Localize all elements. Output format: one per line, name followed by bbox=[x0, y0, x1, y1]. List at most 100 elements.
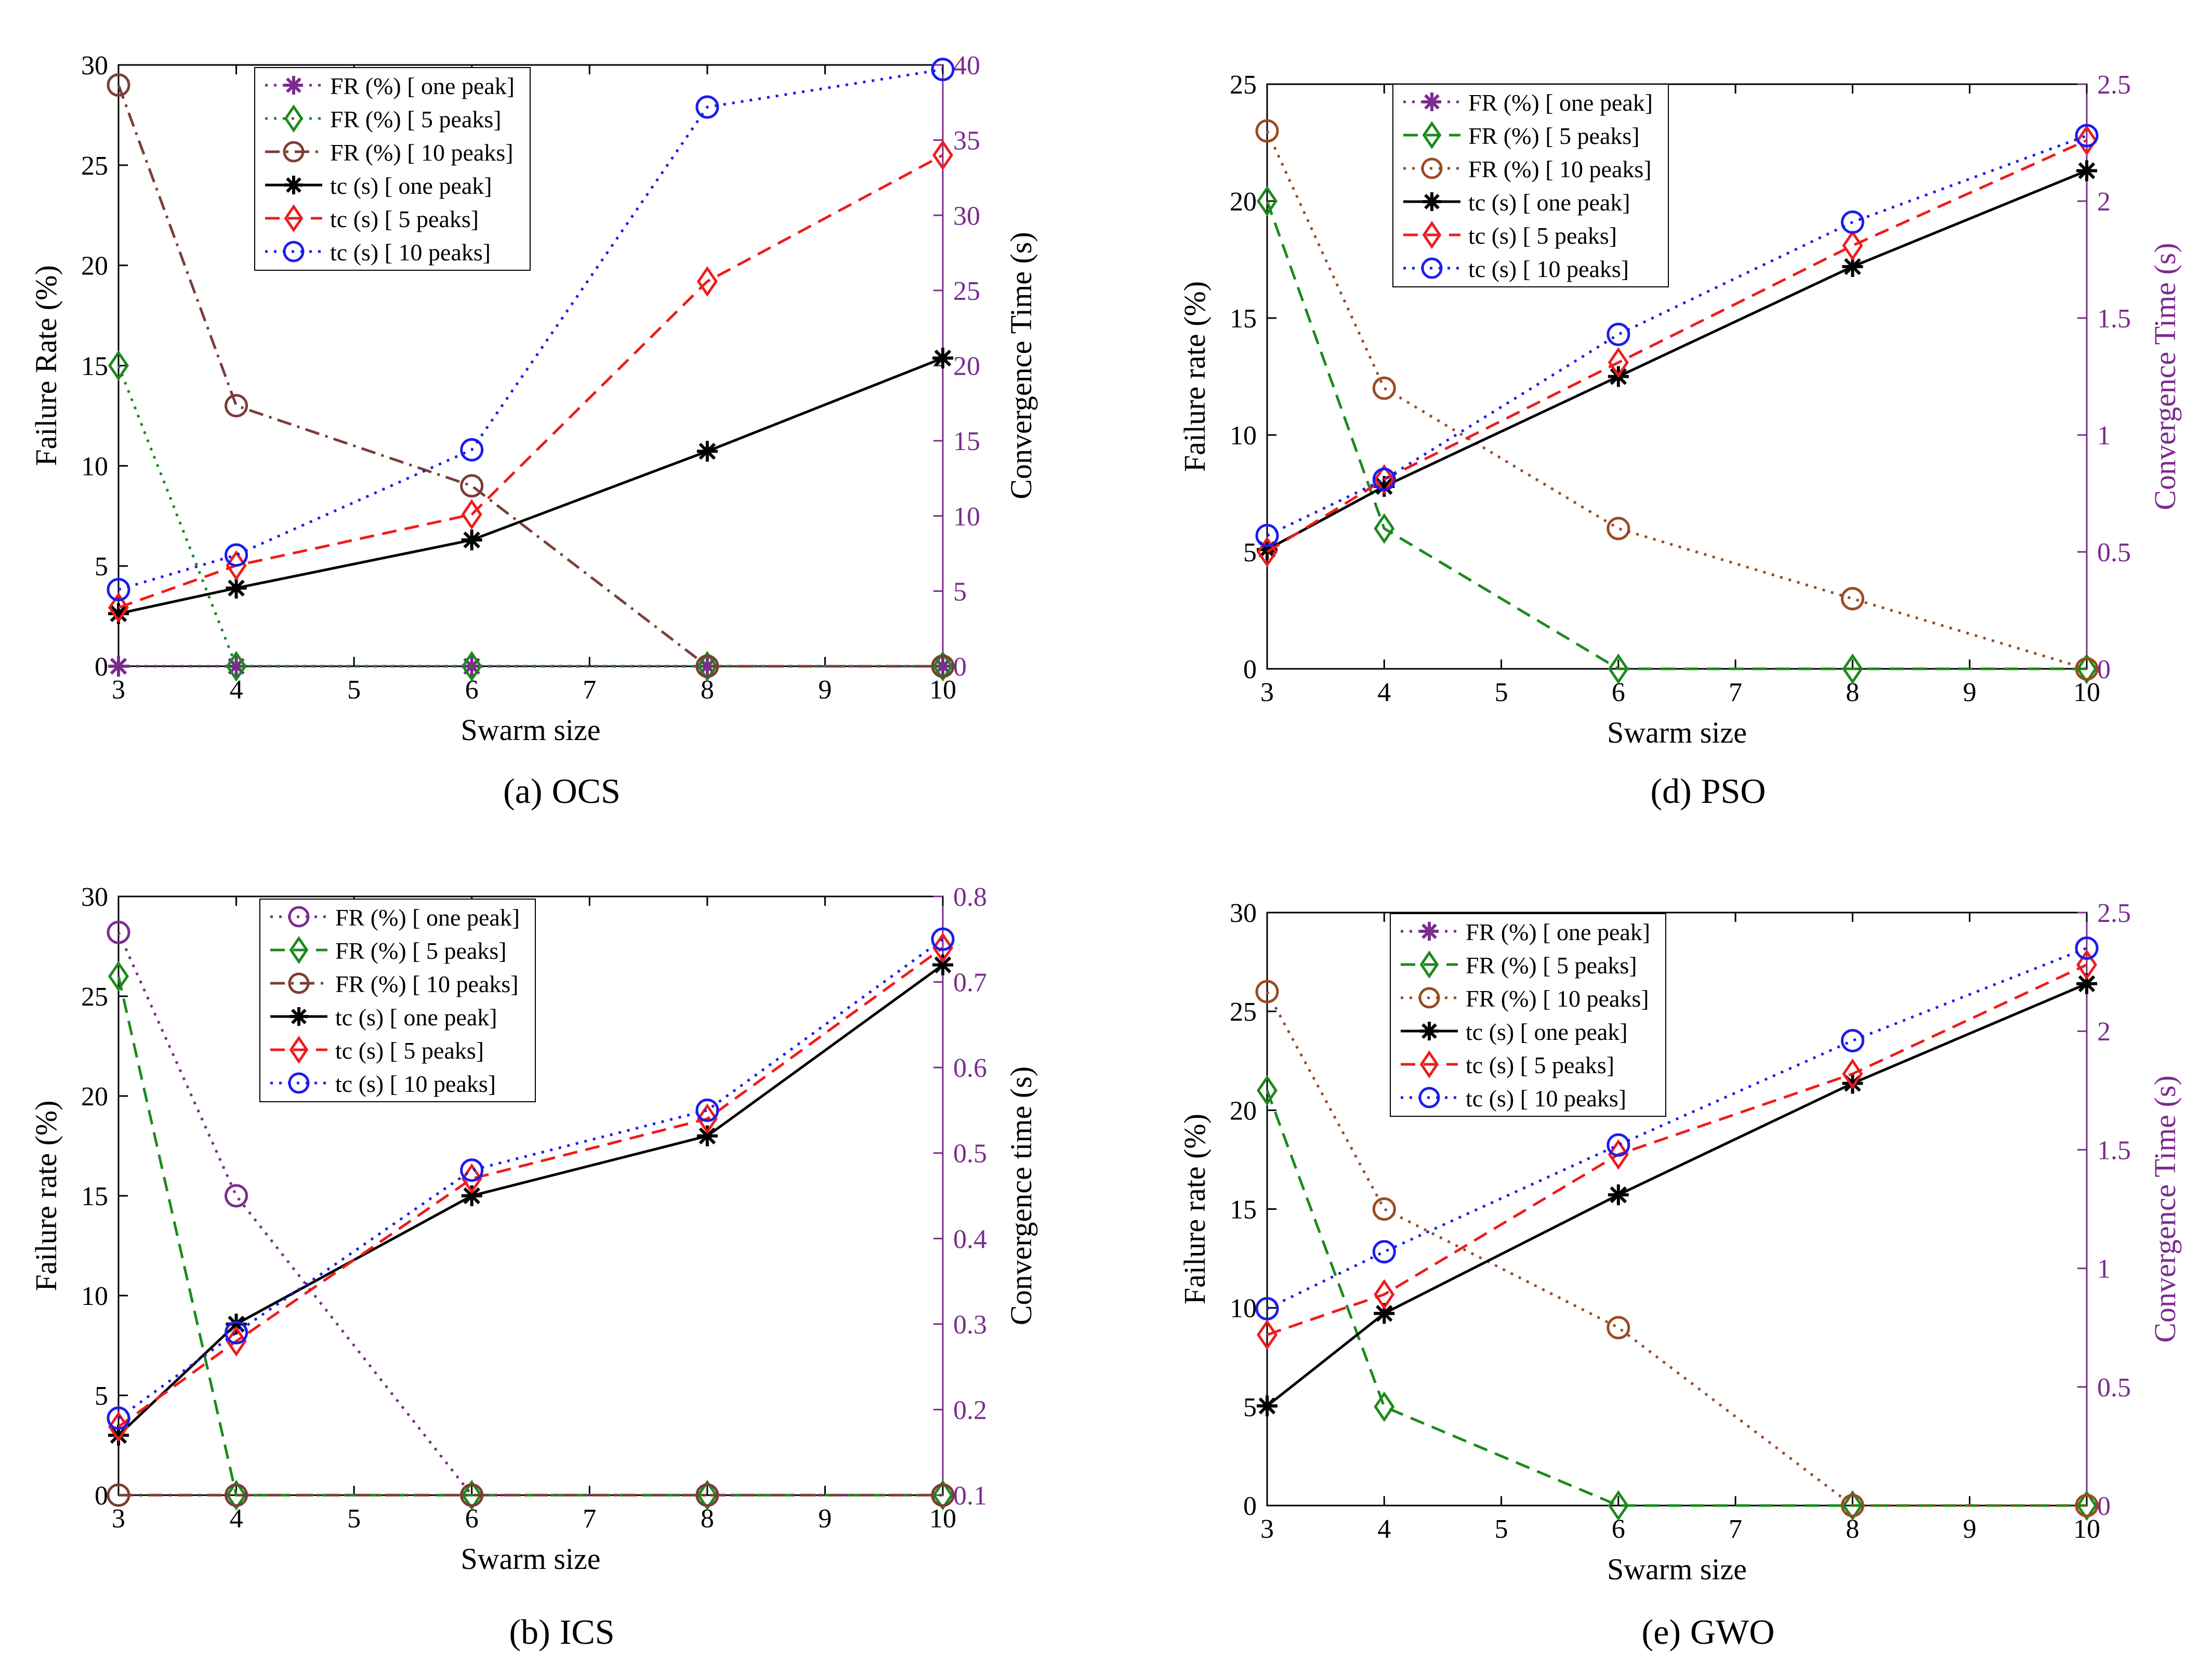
y2-tick-label: 20 bbox=[953, 352, 980, 381]
data-point bbox=[1608, 347, 1629, 378]
series-line-1 bbox=[117, 976, 943, 1497]
x-tick-label: 7 bbox=[583, 675, 596, 705]
legend-label: tc (s) [ one peak] bbox=[330, 173, 492, 199]
data-point bbox=[460, 474, 484, 498]
caption: (a) OCS bbox=[503, 771, 621, 811]
data-point bbox=[108, 1411, 129, 1442]
x-tick-label: 7 bbox=[1729, 1514, 1742, 1544]
data-point bbox=[1374, 476, 1395, 497]
data-point bbox=[225, 543, 248, 567]
y-tick-label: 0 bbox=[95, 1481, 108, 1511]
y-tick-label: 15 bbox=[1230, 304, 1257, 334]
data-point bbox=[1374, 1303, 1395, 1324]
data-point bbox=[225, 1184, 248, 1208]
data-point bbox=[1607, 323, 1630, 346]
y-tick-label: 5 bbox=[1243, 1393, 1257, 1422]
data-point bbox=[931, 58, 955, 82]
legend: FR (%) [ one peak] FR (%) [ 5 peaks] FR (%… bbox=[1390, 913, 1666, 1117]
data-point bbox=[2076, 1490, 2098, 1521]
data-point bbox=[1374, 513, 1395, 544]
data-point bbox=[460, 438, 484, 461]
data-point bbox=[1255, 980, 1279, 1004]
y2-tick-label: 2.5 bbox=[2097, 70, 2131, 100]
y-tick-label: 30 bbox=[1230, 899, 1257, 928]
legend-label: tc (s) [ one peak] bbox=[1466, 1019, 1628, 1045]
x-axis-label: Swarm size bbox=[461, 713, 601, 747]
x-tick-label: 7 bbox=[1729, 678, 1742, 707]
data-point bbox=[226, 577, 247, 599]
data-point bbox=[107, 1406, 130, 1430]
y-tick-label: 5 bbox=[95, 1381, 108, 1411]
y2-tick-label: 0.7 bbox=[953, 968, 987, 998]
x-tick-label: 5 bbox=[1495, 678, 1508, 707]
x-tick-label: 4 bbox=[1377, 1514, 1391, 1544]
legend-label: FR (%) [ one peak] bbox=[1466, 919, 1650, 945]
data-point bbox=[2075, 657, 2099, 681]
data-point bbox=[931, 1483, 955, 1507]
y2-tick-label: 0.4 bbox=[953, 1224, 987, 1254]
y2-tick-label: 1 bbox=[2097, 1255, 2111, 1284]
data-point bbox=[1257, 1395, 1278, 1417]
legend-marker bbox=[284, 204, 304, 232]
data-point bbox=[225, 394, 248, 418]
data-point bbox=[931, 654, 955, 678]
data-point bbox=[225, 1483, 248, 1507]
series-line-4 bbox=[117, 946, 944, 1428]
legend-marker bbox=[1421, 157, 1443, 179]
x-tick-label: 4 bbox=[1377, 678, 1391, 707]
data-point bbox=[932, 954, 953, 975]
legend-marker bbox=[289, 936, 309, 964]
data-point bbox=[461, 499, 482, 530]
legend-label: FR (%) [ one peak] bbox=[330, 73, 515, 99]
data-point bbox=[1608, 1490, 1629, 1521]
legend-label: tc (s) [ 10 peaks] bbox=[335, 1071, 496, 1097]
x-axis-label: Swarm size bbox=[461, 1542, 601, 1576]
data-point bbox=[108, 350, 129, 381]
series-line-1 bbox=[1266, 1090, 2087, 1507]
data-point bbox=[225, 1321, 248, 1344]
legend-label: FR (%) [ 5 peaks] bbox=[330, 106, 502, 133]
y2-tick-label: 0.3 bbox=[953, 1310, 987, 1340]
data-point bbox=[2076, 949, 2098, 980]
y2-tick-label: 25 bbox=[953, 276, 980, 306]
series-layer bbox=[1255, 936, 2099, 1521]
caption-text: ICS bbox=[560, 1612, 615, 1652]
y-tick-label: 20 bbox=[81, 252, 108, 281]
data-point bbox=[696, 1103, 718, 1134]
y-axis-label: Failure rate (%) bbox=[29, 1100, 63, 1291]
legend-label: tc (s) [ 10 peaks] bbox=[1468, 256, 1629, 282]
y2-tick-label: 1.5 bbox=[2097, 304, 2131, 334]
legend-marker bbox=[1422, 221, 1442, 249]
data-point bbox=[1842, 1058, 1863, 1089]
data-point bbox=[1256, 1075, 1278, 1106]
data-point bbox=[2075, 1494, 2099, 1517]
y2-tick-label: 30 bbox=[953, 201, 980, 231]
data-point bbox=[696, 441, 718, 462]
y2-tick-label: 0.1 bbox=[953, 1481, 987, 1511]
data-point bbox=[1607, 517, 1630, 540]
legend-label: tc (s) [ 10 peaks] bbox=[330, 239, 491, 266]
chart-panel-a: 3 4 5 6 7 8 9 100510152025300510152025303540Swa… bbox=[29, 51, 1038, 811]
y2-tick-label: 10 bbox=[953, 502, 980, 532]
legend-label: tc (s) [ 5 peaks] bbox=[330, 206, 479, 232]
data-point bbox=[932, 140, 954, 170]
x-tick-label: 9 bbox=[1963, 1514, 1977, 1544]
x-tick-label: 5 bbox=[1495, 1514, 1508, 1544]
series-line-5 bbox=[118, 68, 943, 591]
data-point bbox=[1256, 186, 1278, 217]
data-point bbox=[696, 266, 718, 297]
data-point bbox=[107, 73, 130, 97]
data-point bbox=[1608, 1139, 1629, 1170]
data-point bbox=[2075, 936, 2099, 960]
legend-marker bbox=[283, 241, 305, 262]
chart-panel-b: 3 4 5 6 7 8 9 100510152025300.10.20.30.40.50.60… bbox=[29, 882, 1038, 1652]
data-point bbox=[1256, 1319, 1278, 1350]
y-tick-label: 15 bbox=[81, 1182, 108, 1211]
y-tick-label: 0 bbox=[1243, 655, 1257, 684]
data-point bbox=[108, 592, 129, 623]
data-point bbox=[932, 932, 954, 964]
x-tick-label: 9 bbox=[818, 675, 832, 705]
legend: FR (%) [ one peak] FR (%) [ 5 peaks] FR (%… bbox=[1392, 84, 1669, 287]
y2-tick-label: 0.5 bbox=[2097, 538, 2131, 567]
